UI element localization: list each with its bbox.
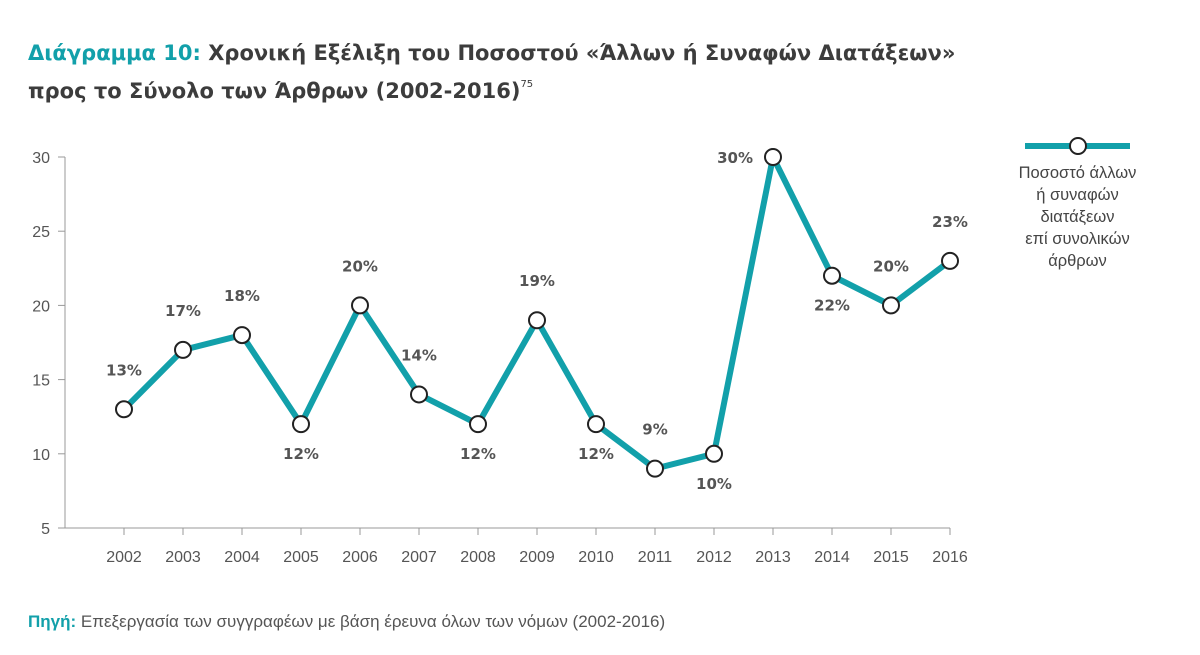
data-point — [941, 251, 959, 270]
data-point — [233, 326, 251, 345]
data-point — [410, 385, 428, 404]
title-prefix: Διάγραμμα 10: — [28, 41, 201, 65]
x-tick-label: 2013 — [755, 549, 791, 566]
data-point — [351, 296, 369, 315]
x-tick-label: 2003 — [165, 549, 201, 566]
data-label: 18% — [224, 287, 260, 305]
legend-marker — [1025, 137, 1130, 155]
data-label: 17% — [165, 302, 201, 320]
data-point — [528, 311, 546, 330]
y-tick-label: 25 — [32, 224, 50, 241]
x-tick-label: 2015 — [873, 549, 909, 566]
data-label: 13% — [106, 361, 142, 379]
chart-title: Διάγραμμα 10: Χρονική Εξέλιξη του Ποσοστ… — [28, 34, 1028, 110]
legend-label: Ποσοστό άλλων ή συναφών διατάξεων επί συ… — [990, 162, 1165, 272]
data-point — [292, 415, 310, 434]
data-point — [115, 400, 133, 419]
data-point — [646, 459, 664, 478]
data-point — [469, 415, 487, 434]
legend-point-swatch — [1069, 137, 1087, 155]
data-label: 10% — [696, 475, 732, 493]
y-tick-label: 15 — [32, 373, 50, 390]
title-line2: προς το Σύνολο των Άρθρων (2002-2016) — [28, 79, 521, 103]
data-label: 9% — [642, 421, 667, 439]
legend-line: άρθρων — [1048, 252, 1107, 270]
data-label: 12% — [460, 445, 496, 463]
data-point — [882, 296, 900, 315]
data-label: 12% — [283, 445, 319, 463]
data-point — [174, 340, 192, 359]
x-tick-label: 2002 — [106, 549, 142, 566]
data-label: 12% — [578, 445, 614, 463]
y-tick-label: 20 — [32, 298, 50, 315]
source-text: Επεξεργασία των συγγραφέων με βάση έρευν… — [80, 612, 666, 631]
axes: 5 10 15 20 25 30 2002 2003 2004 2005 2006 2007 2008 2… — [32, 150, 968, 566]
x-tick-label: 2011 — [638, 549, 673, 566]
y-tick-label: 30 — [32, 150, 50, 167]
x-tick-label: 2005 — [283, 549, 319, 566]
legend-line: ή συναφών — [1036, 186, 1119, 204]
data-point — [705, 444, 723, 463]
x-tick-label: 2007 — [401, 549, 437, 566]
legend-line: διατάξεων — [1040, 208, 1115, 226]
data-label: 19% — [519, 272, 555, 290]
x-tick-label: 2009 — [519, 549, 555, 566]
title-footnote: 75 — [520, 79, 534, 90]
data-label: 22% — [814, 297, 850, 315]
x-tick-label: 2016 — [932, 549, 968, 566]
x-tick-label: 2004 — [224, 549, 260, 566]
data-label: 14% — [401, 346, 437, 364]
data-label: 20% — [342, 257, 378, 275]
legend-line: Ποσοστό άλλων — [1018, 164, 1137, 182]
source-note: Πηγή: Επεξεργασία των συγγραφέων με βάση… — [28, 612, 665, 632]
data-point — [587, 415, 605, 434]
legend-line: επί συνολικών — [1025, 230, 1130, 248]
source-label: Πηγή: — [28, 612, 77, 631]
y-tick-label: 5 — [41, 521, 50, 538]
x-tick-label: 2010 — [578, 549, 614, 566]
series-group: 13% 17% 18% 12% 20% 14% 12% 19% 12% 9% 10% 30% 22% 20… — [106, 147, 968, 493]
data-point — [823, 266, 841, 285]
x-tick-label: 2006 — [342, 549, 378, 566]
x-tick-label: 2012 — [696, 549, 732, 566]
data-label: 23% — [932, 213, 968, 231]
x-tick-label: 2014 — [814, 549, 850, 566]
x-tick-label: 2008 — [460, 549, 496, 566]
y-tick-label: 10 — [32, 447, 50, 464]
data-label: 30% — [717, 149, 753, 167]
data-point — [764, 148, 782, 166]
data-label: 20% — [873, 257, 909, 275]
title-line1: Χρονική Εξέλιξη του Ποσοστού «Άλλων ή Συ… — [208, 41, 956, 65]
